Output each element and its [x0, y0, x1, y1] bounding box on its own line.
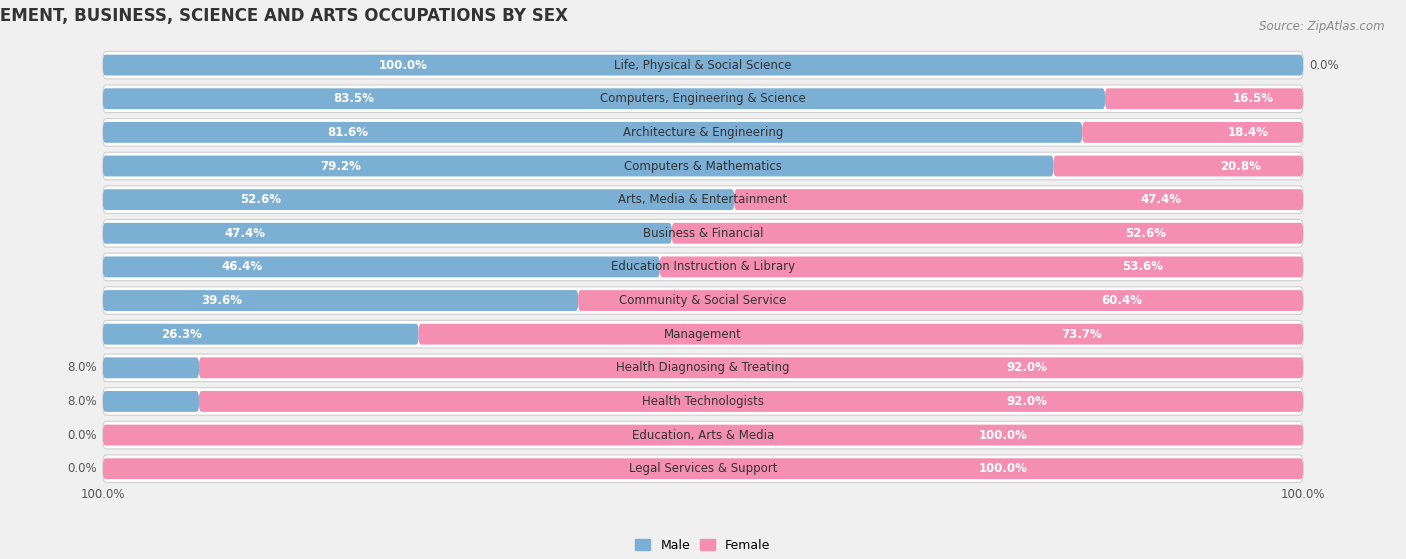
FancyBboxPatch shape: [578, 290, 1303, 311]
Text: Computers, Engineering & Science: Computers, Engineering & Science: [600, 92, 806, 105]
Text: 8.0%: 8.0%: [67, 361, 97, 375]
FancyBboxPatch shape: [200, 391, 1303, 412]
Text: 47.4%: 47.4%: [225, 227, 266, 240]
Text: 81.6%: 81.6%: [328, 126, 368, 139]
FancyBboxPatch shape: [103, 85, 1303, 112]
Text: 100.0%: 100.0%: [378, 59, 427, 72]
FancyBboxPatch shape: [103, 253, 1303, 281]
Text: Source: ZipAtlas.com: Source: ZipAtlas.com: [1260, 20, 1385, 32]
FancyBboxPatch shape: [103, 387, 1303, 415]
Text: 100.0%: 100.0%: [1281, 489, 1326, 501]
Text: 100.0%: 100.0%: [979, 462, 1028, 475]
Text: Health Diagnosing & Treating: Health Diagnosing & Treating: [616, 361, 790, 375]
FancyBboxPatch shape: [103, 455, 1303, 482]
Text: 52.6%: 52.6%: [240, 193, 281, 206]
Text: 53.6%: 53.6%: [1122, 260, 1163, 273]
FancyBboxPatch shape: [103, 290, 578, 311]
Text: 79.2%: 79.2%: [321, 159, 361, 173]
Text: 26.3%: 26.3%: [162, 328, 202, 340]
Text: 52.6%: 52.6%: [1125, 227, 1166, 240]
Text: Legal Services & Support: Legal Services & Support: [628, 462, 778, 475]
FancyBboxPatch shape: [103, 320, 1303, 348]
Text: 46.4%: 46.4%: [222, 260, 263, 273]
FancyBboxPatch shape: [103, 391, 200, 412]
FancyBboxPatch shape: [103, 186, 1303, 214]
FancyBboxPatch shape: [734, 189, 1303, 210]
Text: 39.6%: 39.6%: [201, 294, 242, 307]
FancyBboxPatch shape: [103, 223, 672, 244]
Text: 47.4%: 47.4%: [1140, 193, 1181, 206]
Legend: Male, Female: Male, Female: [630, 534, 776, 557]
Text: Education, Arts & Media: Education, Arts & Media: [631, 429, 775, 442]
FancyBboxPatch shape: [103, 119, 1303, 146]
Text: Health Technologists: Health Technologists: [643, 395, 763, 408]
Text: 100.0%: 100.0%: [979, 429, 1028, 442]
FancyBboxPatch shape: [419, 324, 1303, 344]
Text: 8.0%: 8.0%: [67, 395, 97, 408]
FancyBboxPatch shape: [103, 421, 1303, 449]
Text: Computers & Mathematics: Computers & Mathematics: [624, 159, 782, 173]
FancyBboxPatch shape: [103, 357, 200, 378]
FancyBboxPatch shape: [103, 152, 1303, 180]
FancyBboxPatch shape: [103, 189, 734, 210]
Text: MANAGEMENT, BUSINESS, SCIENCE AND ARTS OCCUPATIONS BY SEX: MANAGEMENT, BUSINESS, SCIENCE AND ARTS O…: [0, 7, 568, 25]
Text: 0.0%: 0.0%: [67, 462, 97, 475]
Text: 16.5%: 16.5%: [1233, 92, 1274, 105]
Text: Arts, Media & Entertainment: Arts, Media & Entertainment: [619, 193, 787, 206]
FancyBboxPatch shape: [103, 122, 1083, 143]
FancyBboxPatch shape: [659, 257, 1303, 277]
Text: 0.0%: 0.0%: [1309, 59, 1339, 72]
FancyBboxPatch shape: [103, 287, 1303, 314]
Text: Management: Management: [664, 328, 742, 340]
FancyBboxPatch shape: [1105, 88, 1303, 109]
FancyBboxPatch shape: [1083, 122, 1303, 143]
Text: 92.0%: 92.0%: [1007, 361, 1047, 375]
FancyBboxPatch shape: [103, 155, 1053, 177]
Text: 18.4%: 18.4%: [1227, 126, 1268, 139]
FancyBboxPatch shape: [103, 324, 419, 344]
FancyBboxPatch shape: [1053, 155, 1303, 177]
Text: 92.0%: 92.0%: [1007, 395, 1047, 408]
FancyBboxPatch shape: [103, 51, 1303, 79]
FancyBboxPatch shape: [103, 55, 1303, 75]
Text: 100.0%: 100.0%: [80, 489, 125, 501]
Text: Education Instruction & Library: Education Instruction & Library: [612, 260, 794, 273]
FancyBboxPatch shape: [103, 88, 1105, 109]
FancyBboxPatch shape: [672, 223, 1303, 244]
FancyBboxPatch shape: [103, 425, 1303, 446]
FancyBboxPatch shape: [200, 357, 1303, 378]
Text: Architecture & Engineering: Architecture & Engineering: [623, 126, 783, 139]
FancyBboxPatch shape: [103, 354, 1303, 382]
Text: 83.5%: 83.5%: [333, 92, 374, 105]
FancyBboxPatch shape: [103, 458, 1303, 479]
Text: 0.0%: 0.0%: [67, 429, 97, 442]
Text: 60.4%: 60.4%: [1101, 294, 1142, 307]
Text: 73.7%: 73.7%: [1062, 328, 1102, 340]
Text: Business & Financial: Business & Financial: [643, 227, 763, 240]
FancyBboxPatch shape: [103, 220, 1303, 247]
Text: Community & Social Service: Community & Social Service: [619, 294, 787, 307]
Text: 20.8%: 20.8%: [1220, 159, 1261, 173]
FancyBboxPatch shape: [103, 257, 659, 277]
Text: Life, Physical & Social Science: Life, Physical & Social Science: [614, 59, 792, 72]
